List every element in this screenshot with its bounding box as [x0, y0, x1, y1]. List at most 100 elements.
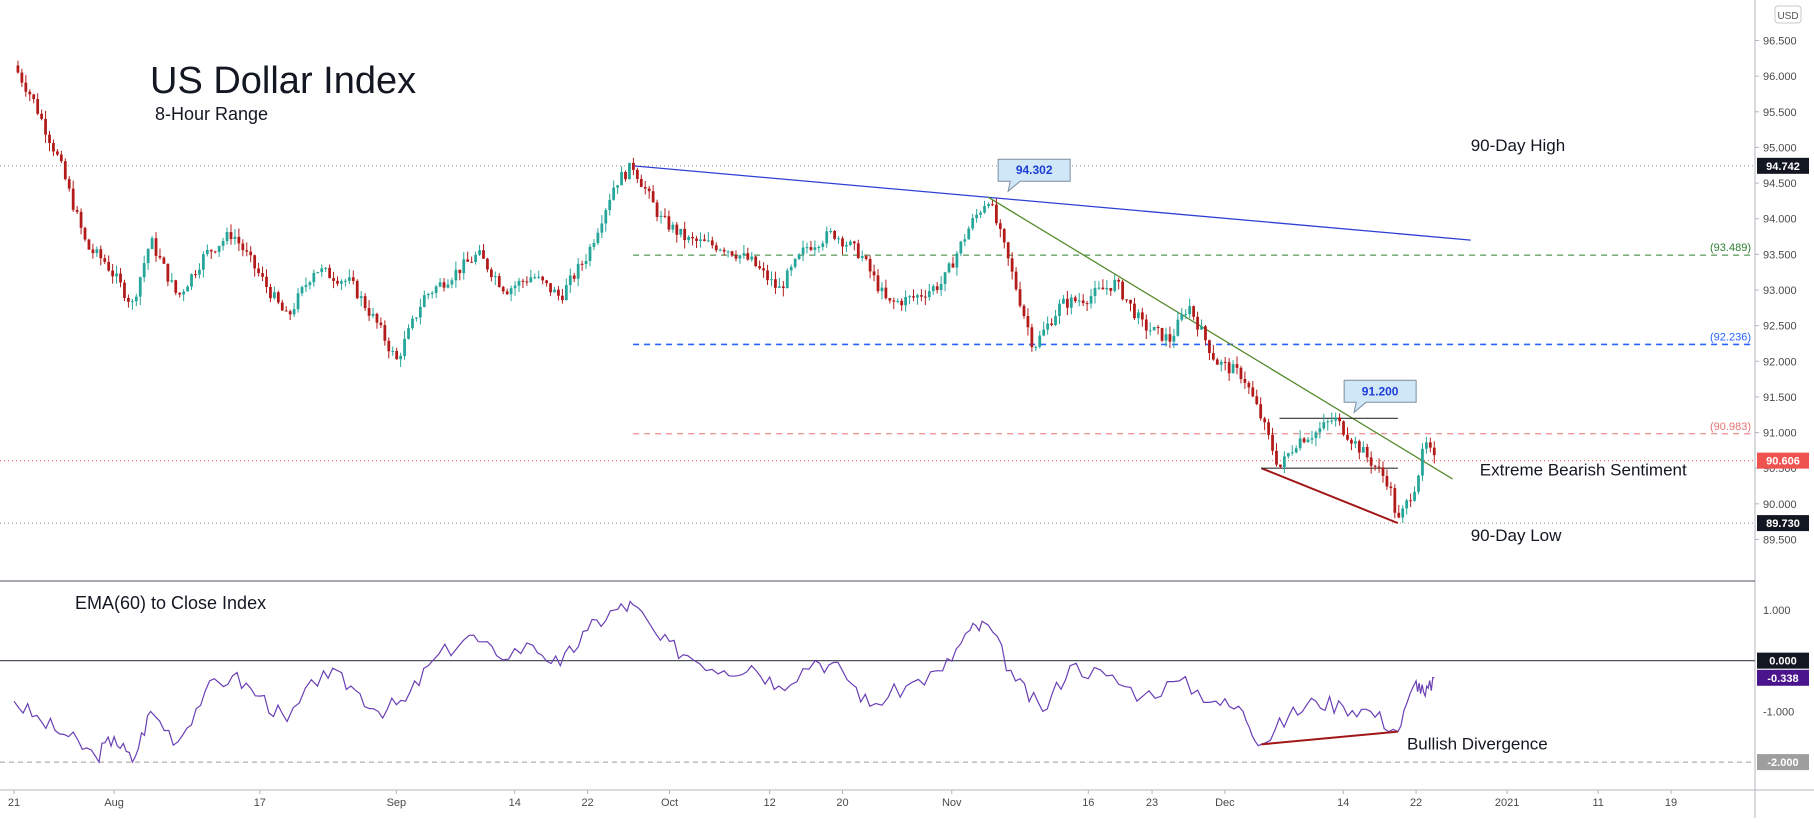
callout-box-91.200	[1343, 379, 1417, 414]
candle-body	[1239, 367, 1243, 380]
candle-body	[647, 188, 651, 192]
price-tick-label: 92.000	[1763, 356, 1797, 368]
candle-body	[442, 282, 446, 288]
candle-body	[1322, 422, 1326, 429]
chart-title: US Dollar Index	[150, 60, 416, 102]
currency-badge[interactable]: USD	[1774, 5, 1802, 24]
candle-body	[320, 268, 324, 273]
candle-body	[643, 186, 647, 189]
candle-body	[1389, 486, 1393, 489]
candle-body	[284, 310, 288, 312]
price-tick-label: 89.500	[1763, 534, 1797, 546]
candle-body	[130, 301, 134, 303]
candle-body	[233, 236, 237, 240]
price-badge-89.730: 89.730	[1766, 518, 1800, 530]
candle-body	[371, 313, 375, 316]
candle-body	[592, 242, 596, 247]
candle-body	[1393, 488, 1397, 513]
candle-body	[651, 191, 655, 203]
candle-body	[454, 269, 458, 281]
indicator-badge--0.338-bg	[1757, 669, 1809, 686]
candle-body	[201, 254, 205, 270]
candle-body	[856, 243, 860, 258]
candle-body	[667, 216, 671, 230]
candle-body	[734, 255, 738, 259]
candle-body	[56, 151, 59, 155]
candle-body	[766, 270, 769, 281]
candle-body	[351, 277, 355, 281]
trendline-red-support	[1260, 467, 1399, 525]
candle-body	[1306, 439, 1310, 443]
candle-body	[951, 263, 955, 268]
candle-body	[1144, 319, 1148, 331]
candle-body	[967, 228, 971, 240]
candle-body	[687, 236, 691, 241]
candle-body	[888, 298, 892, 301]
candle-body	[722, 249, 726, 252]
candle-body	[241, 243, 245, 251]
candle-body	[754, 256, 758, 267]
candle-body	[908, 296, 911, 298]
candle-body	[138, 277, 142, 297]
candle-body	[525, 281, 529, 283]
candle-body	[280, 302, 284, 311]
candle-body	[900, 300, 904, 306]
candle-body	[943, 272, 947, 285]
price-tick-label: 92.500	[1763, 321, 1797, 333]
candle-body	[557, 289, 560, 296]
candle-body	[273, 292, 276, 299]
candle-body	[1160, 327, 1164, 341]
candle-body	[549, 283, 552, 293]
candle-body	[801, 247, 805, 255]
callout-label-91.200: 91.200	[1362, 384, 1399, 398]
candle-body	[194, 274, 197, 276]
candle-body	[257, 268, 260, 274]
candle-body	[209, 249, 213, 252]
annotation-extreme-bearish-sentiment: Extreme Bearish Sentiment	[1480, 460, 1687, 479]
candle-body	[111, 270, 115, 277]
candle-body	[415, 317, 418, 319]
candle-body	[880, 287, 884, 292]
candle-body	[955, 253, 959, 268]
candle-body	[466, 259, 470, 262]
candle-body	[446, 284, 450, 288]
candle-body	[190, 274, 193, 287]
candle-body	[1117, 279, 1121, 282]
candle-body	[87, 239, 91, 250]
candle-body	[434, 286, 438, 293]
candle-body	[1365, 446, 1369, 458]
candle-body	[458, 269, 462, 274]
indicator-tick-label: -1.000	[1763, 706, 1794, 718]
candle-body	[860, 256, 864, 258]
indicator-title: EMA(60) to Close Index	[75, 593, 266, 613]
candle-body	[1255, 396, 1259, 405]
candle-body	[971, 218, 975, 229]
candle-body	[1279, 464, 1282, 468]
annotation-90-day-low: 90-Day Low	[1471, 526, 1562, 545]
candle-body	[1326, 421, 1330, 423]
candle-body	[675, 224, 679, 235]
candle-body	[935, 286, 939, 290]
candle-body	[529, 277, 533, 283]
candle-body	[99, 249, 103, 259]
candle-body	[868, 258, 872, 272]
time-tick-label: 2021	[1495, 797, 1519, 809]
candle-body	[123, 282, 126, 299]
candle-body	[221, 241, 225, 246]
currency-badge-label: USD	[1777, 11, 1798, 22]
callout-box-94.302	[997, 158, 1071, 193]
candle-body	[300, 287, 304, 294]
candle-body	[67, 179, 71, 189]
candle-body	[1097, 287, 1101, 289]
time-tick-label: 19	[1665, 797, 1677, 809]
candle-body	[59, 154, 63, 162]
candle-body	[845, 245, 848, 247]
candle-body	[896, 300, 900, 302]
candle-body	[683, 228, 687, 241]
candle-body	[927, 291, 931, 298]
level-label-(92.236): (92.236)	[1710, 331, 1751, 343]
candle-body	[923, 296, 927, 298]
candle-body	[912, 296, 915, 298]
time-tick-label: 17	[254, 797, 266, 809]
time-tick-label: Nov	[942, 797, 962, 809]
